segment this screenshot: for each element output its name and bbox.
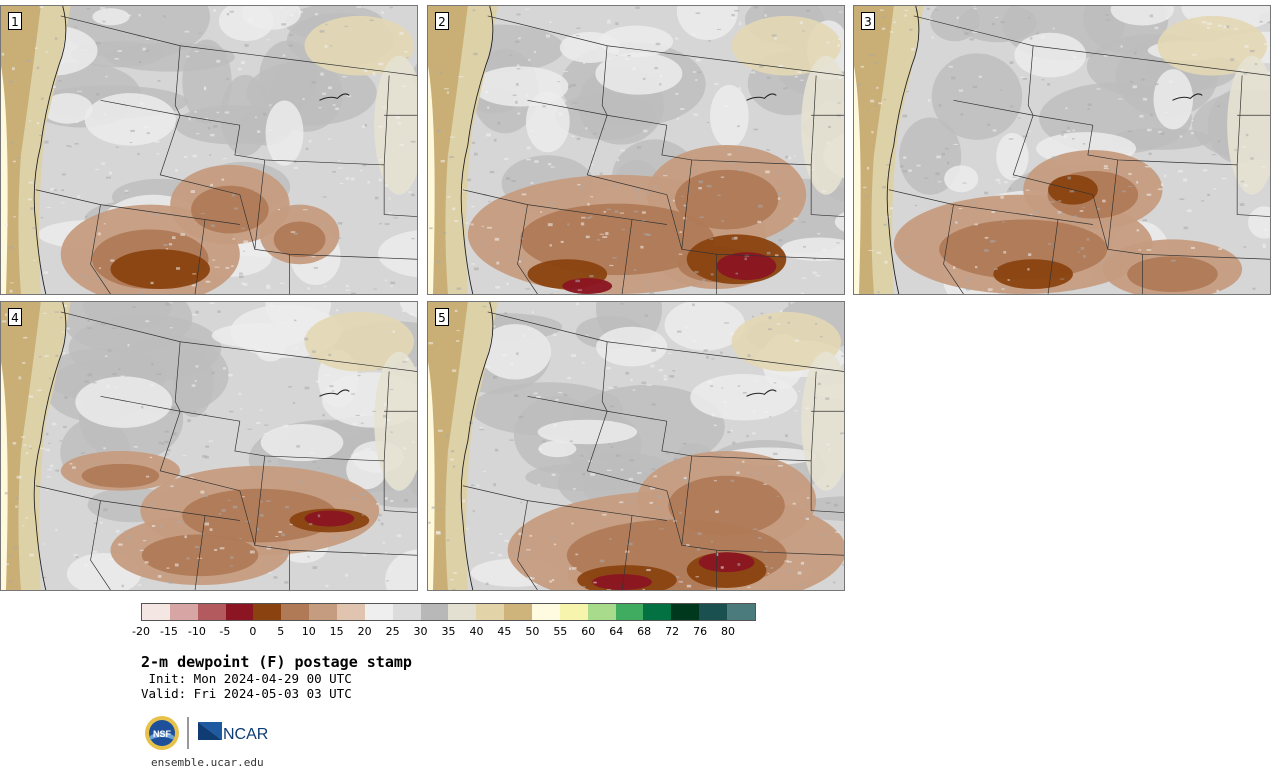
colorbar-swatch bbox=[476, 604, 505, 620]
nsf-ncar-logo: NSF NCAR bbox=[145, 716, 268, 750]
colorbar-tick-label: -15 bbox=[159, 625, 178, 638]
colorbar-tick-label: 68 bbox=[637, 625, 652, 638]
colorbar-swatch bbox=[253, 604, 282, 620]
colorbar-tick-label: -20 bbox=[132, 625, 150, 638]
colorbar-tick-label: -10 bbox=[187, 625, 206, 638]
site-url: ensemble.ucar.edu bbox=[151, 756, 264, 769]
colorbar-tick-label: 72 bbox=[665, 625, 680, 638]
chart-title: 2-m dewpoint (F) postage stamp bbox=[141, 653, 412, 671]
colorbar-tick-label: 5 bbox=[277, 625, 285, 638]
init-time: Init: Mon 2024-04-29 00 UTC bbox=[141, 671, 352, 686]
colorbar-tick-label: 50 bbox=[525, 625, 540, 638]
colorbar-swatch bbox=[364, 604, 393, 620]
colorbar-tick-label: 25 bbox=[385, 625, 400, 638]
colorbar-swatch bbox=[615, 604, 644, 620]
colorbar-swatch bbox=[420, 604, 449, 620]
colorbar-swatch bbox=[532, 604, 560, 620]
colorbar-swatch bbox=[337, 604, 365, 620]
colorbar-swatch bbox=[727, 604, 755, 620]
map-panel-5: 5 bbox=[427, 301, 845, 591]
colorbar-tick-label: 35 bbox=[441, 625, 456, 638]
colorbar-tick-label: 45 bbox=[497, 625, 512, 638]
colorbar-swatch bbox=[142, 604, 170, 620]
colorbar-swatch bbox=[309, 604, 338, 620]
colorbar-swatch bbox=[197, 604, 226, 620]
map-panel-3: 3 bbox=[853, 5, 1271, 295]
dewpoint-map bbox=[428, 6, 844, 294]
colorbar-swatch bbox=[504, 604, 533, 620]
colorbar-tick-label: 20 bbox=[357, 625, 372, 638]
colorbar-swatch bbox=[671, 604, 700, 620]
colorbar-tick-label: 64 bbox=[609, 625, 624, 638]
colorbar-tick-label: 40 bbox=[469, 625, 484, 638]
colorbar-swatch bbox=[448, 604, 477, 620]
colorbar-tick-label: 80 bbox=[721, 625, 736, 638]
colorbar-ticks: -20 -15 -10 -5 0 5 10 15 20 25 30 35 40 45 50 55 60 64 68 7… bbox=[132, 622, 756, 638]
valid-time: Valid: Fri 2024-05-03 03 UTC bbox=[141, 686, 352, 701]
colorbar-swatch bbox=[587, 604, 616, 620]
panel-label: 2 bbox=[435, 12, 449, 30]
dewpoint-map bbox=[428, 302, 844, 590]
colorbar-swatch bbox=[699, 604, 728, 620]
ncar-text: NCAR bbox=[223, 726, 268, 743]
map-panel-4: 4 bbox=[0, 301, 418, 591]
colorbar-tick-label: 55 bbox=[553, 625, 568, 638]
colorbar-tick-label: 76 bbox=[693, 625, 708, 638]
map-panel-1: 1 bbox=[0, 5, 418, 295]
panel-label: 4 bbox=[8, 308, 22, 326]
dewpoint-map bbox=[1, 6, 417, 294]
map-panel-2: 2 bbox=[427, 5, 845, 295]
colorbar-swatch bbox=[281, 604, 310, 620]
dewpoint-map bbox=[854, 6, 1270, 294]
nsf-text: NSF bbox=[153, 729, 172, 739]
colorbar-tick-label: 15 bbox=[329, 625, 344, 638]
colorbar-swatch bbox=[225, 604, 254, 620]
colorbar-swatch bbox=[169, 604, 198, 620]
colorbar-tick-label: 30 bbox=[413, 625, 428, 638]
colorbar-swatch bbox=[392, 604, 421, 620]
colorbar bbox=[141, 603, 756, 621]
colorbar-swatch bbox=[559, 604, 588, 620]
colorbar-tick-label: 60 bbox=[581, 625, 596, 638]
panel-label: 5 bbox=[435, 308, 449, 326]
colorbar-tick-label: 0 bbox=[249, 625, 257, 638]
panel-label: 1 bbox=[8, 12, 22, 30]
colorbar-tick-label: -5 bbox=[219, 625, 231, 638]
colorbar-swatch bbox=[643, 604, 672, 620]
panel-label: 3 bbox=[861, 12, 875, 30]
dewpoint-map bbox=[1, 302, 417, 590]
colorbar-tick-label: 10 bbox=[301, 625, 316, 638]
